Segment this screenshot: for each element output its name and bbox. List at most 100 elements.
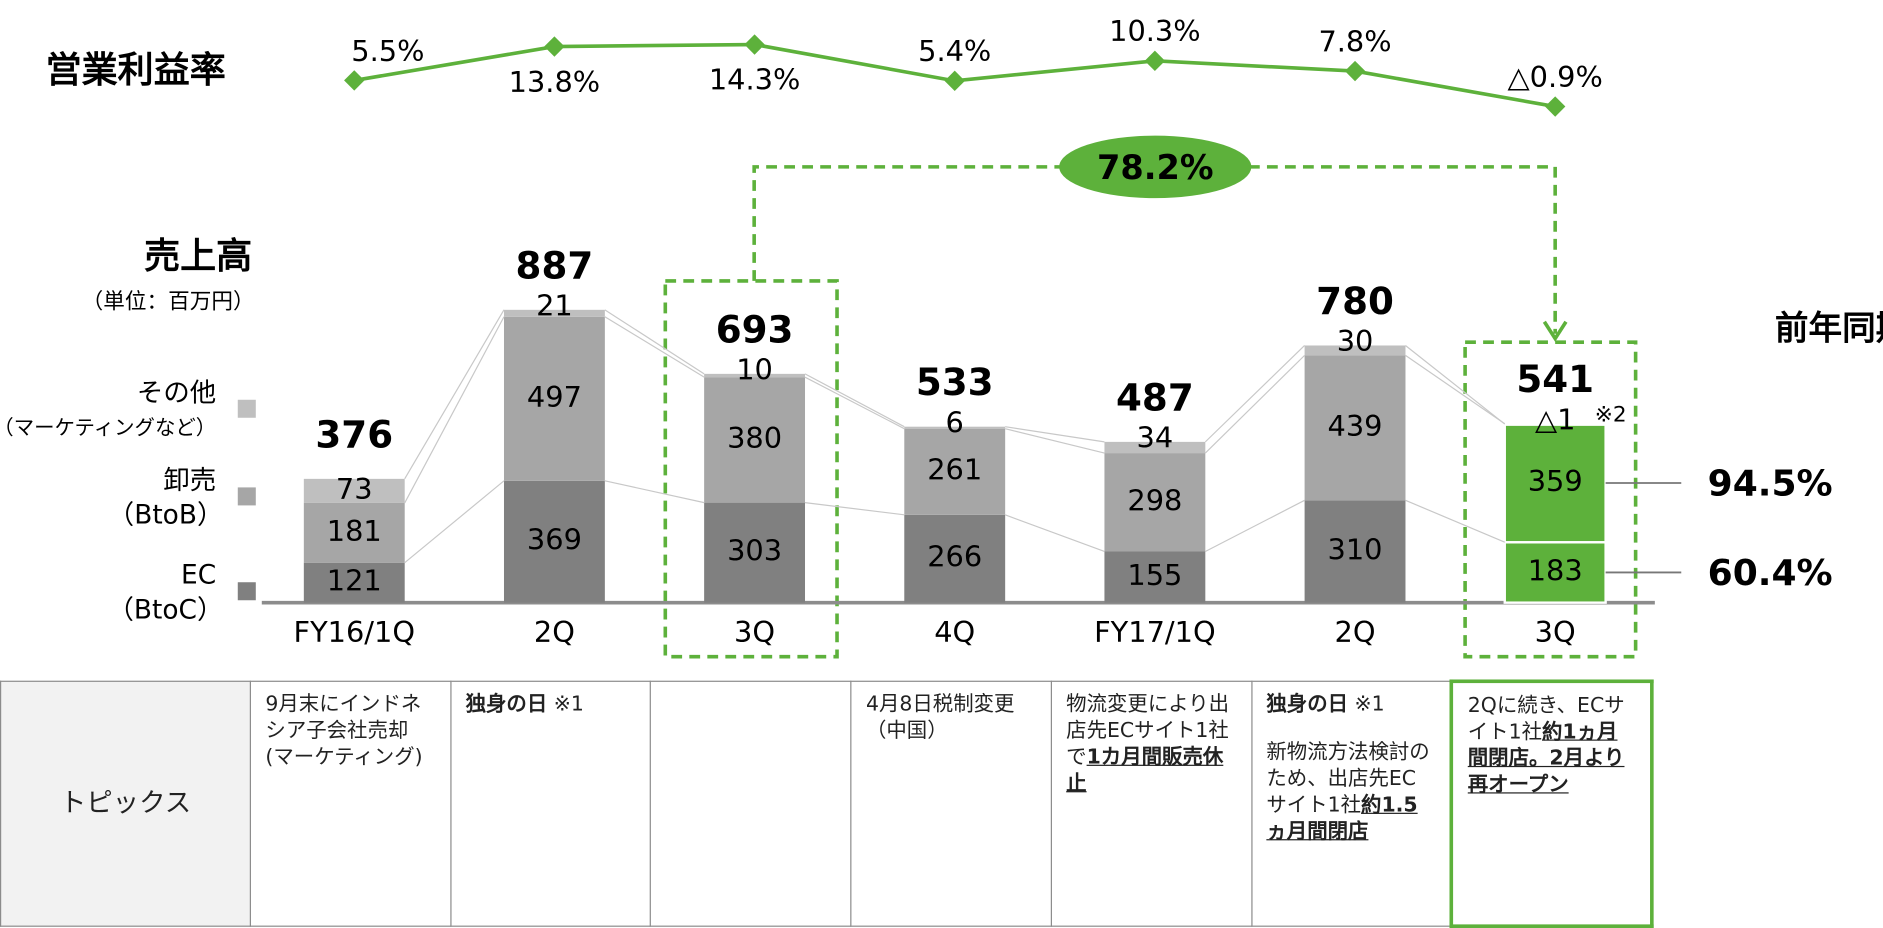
segment-label: 21: [536, 288, 573, 322]
connector: [604, 480, 705, 504]
segment-label: 30: [1337, 324, 1374, 358]
bar-segment: [1104, 453, 1206, 552]
topic-paragraph: 新物流方法検討のため、出店先ECサイト1社約1.5ヵ月間閉店: [1266, 740, 1435, 846]
legend-label: 卸売: [163, 465, 216, 496]
segment-label: 359: [1528, 464, 1583, 498]
bar-segment: [1104, 441, 1206, 454]
bar-segment: [704, 373, 806, 378]
topic-text: 新物流方法検討のため、出店先ECサイト1社: [1266, 740, 1430, 818]
segment-label: 183: [1528, 553, 1583, 587]
x-tick-label: 3Q: [1535, 615, 1576, 649]
segment-label: 6: [946, 405, 964, 439]
total-label: 887: [516, 243, 594, 287]
bar-segment: [503, 316, 605, 481]
connector: [804, 373, 905, 428]
segment-label: 310: [1328, 532, 1383, 566]
legend-label: EC: [181, 560, 216, 591]
segment-label: 73: [336, 472, 373, 506]
connector: [1004, 514, 1105, 553]
topics-table: トピックス 9月末にインドネシア子会社売却(マーケティング) 独身の日 ※1 4月8…: [0, 679, 1654, 928]
topic-cell: 独身の日 ※1: [449, 680, 652, 927]
segment-label: 121: [327, 564, 382, 598]
x-tick-label: FY17/1Q: [1094, 615, 1216, 649]
total-label: 693: [716, 307, 794, 351]
segment-label: 380: [727, 421, 782, 455]
connector: [604, 316, 705, 378]
legend-label: その他: [137, 377, 216, 408]
highlight-box: [663, 279, 839, 659]
bar-segment: [503, 480, 605, 603]
bar-subtitle: （単位：百万円）: [82, 290, 255, 315]
segment-label: 266: [927, 540, 982, 574]
total-label: 533: [916, 360, 994, 404]
x-tick-label: 4Q: [934, 615, 975, 649]
topic-text: ※1: [547, 692, 584, 717]
segment-label: 181: [327, 514, 382, 548]
line-title: 営業利益率: [46, 50, 226, 91]
connector: [1405, 499, 1505, 543]
margin-point: [544, 36, 565, 57]
segment-label: 497: [527, 380, 582, 414]
topic-text: 約1.5ヵ月間閉店: [1266, 793, 1418, 844]
margin-label: 14.3%: [709, 63, 800, 97]
topic-paragraph: 独身の日 ※1: [466, 691, 636, 717]
legend-swatch: [237, 487, 256, 506]
segment-label: 439: [1328, 409, 1383, 443]
segment-label: 369: [527, 523, 582, 557]
margin-label: 5.4%: [918, 34, 991, 68]
legend-swatch: [237, 399, 256, 418]
legend-note: （マーケティングなど）: [0, 416, 216, 440]
bar-segment: [1503, 422, 1607, 426]
margin-point: [744, 34, 765, 55]
segment-label: 303: [727, 534, 782, 568]
topics-header: トピックス: [0, 680, 251, 927]
topic-cell: 独身の日 ※1 新物流方法検討のため、出店先ECサイト1社約1.5ヵ月間閉店: [1250, 680, 1453, 927]
bar-segment: [1304, 500, 1406, 603]
total-label: 376: [315, 412, 393, 456]
connector: [804, 376, 905, 430]
x-tick-label: FY16/1Q: [294, 615, 416, 649]
connector: [1005, 428, 1105, 454]
topic-paragraph: 物流変更により出店先ECサイト1社で1カ月間販売休止: [1066, 691, 1236, 797]
topic-paragraph: 2Qに続き、ECサイト1社約1ヵ月間閉店。2月より再オープン: [1468, 693, 1636, 799]
legend-note: （BtoB）: [108, 500, 224, 531]
yoy-label: 94.5%: [1708, 463, 1833, 504]
topic-paragraph: 4月8日税制変更（中国）: [866, 691, 1036, 744]
legend-note: （BtoC）: [107, 595, 223, 626]
connector: [404, 480, 505, 564]
connector: [404, 309, 505, 480]
highlight-boxes: [663, 165, 1638, 659]
connector: [804, 502, 905, 516]
growth-bubble: [1059, 135, 1252, 199]
topic-paragraph: 独身の日 ※1: [1266, 691, 1435, 717]
growth-connector: [752, 165, 1063, 281]
connector: [604, 309, 705, 375]
bar-segment: [904, 426, 1006, 429]
bar-segment: [904, 514, 1006, 603]
bar-segment: [303, 478, 405, 503]
margin-point: [1144, 50, 1166, 72]
growth-label: 78.2%: [1097, 148, 1214, 187]
topics-row: トピックス 9月末にインドネシア子会社売却(マーケティング) 独身の日 ※1 4月8…: [0, 679, 1654, 928]
x-tick-label: 2Q: [534, 615, 575, 649]
margin-point: [944, 70, 965, 92]
connector: [1405, 354, 1506, 425]
legend-swatch: [237, 582, 256, 601]
topic-cell: 物流変更により出店先ECサイト1社で1カ月間販売休止: [1050, 680, 1252, 927]
topic-text: 1カ月間販売休止: [1066, 745, 1224, 796]
margin-point: [344, 70, 365, 91]
connector: [1205, 499, 1305, 553]
margin-label: 5.5%: [351, 34, 424, 68]
bar-segment: [503, 309, 605, 317]
margin-point: [1344, 60, 1366, 82]
bar-segment: [1304, 345, 1406, 356]
connector: [1204, 354, 1306, 454]
bar-segment: [1304, 355, 1406, 501]
bar-segment: [303, 502, 405, 563]
bar-segment: [1503, 541, 1607, 604]
segment-label: 155: [1127, 558, 1182, 592]
topic-text: 独身の日: [465, 692, 548, 717]
topic-text: 4月8日税制変更（中国）: [865, 692, 1015, 744]
arrow-head: [1542, 320, 1568, 342]
